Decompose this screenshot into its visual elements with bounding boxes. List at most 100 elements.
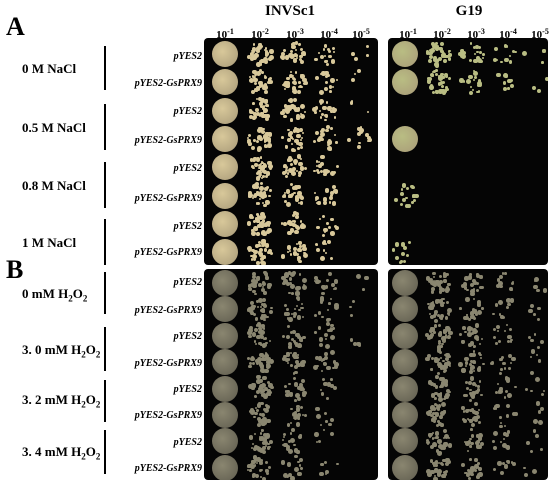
colony-speck	[316, 365, 319, 368]
colony-spot	[392, 125, 418, 152]
colony-speck	[324, 242, 328, 245]
colony-speck	[281, 443, 284, 446]
colony-speck	[294, 71, 298, 74]
colony-speck	[436, 345, 442, 350]
colony-speck	[258, 437, 262, 441]
colony-speck	[261, 130, 266, 135]
colony-speck	[473, 418, 476, 421]
colony-speck	[252, 43, 256, 46]
colony-speck	[507, 87, 510, 90]
colony-speck	[469, 457, 472, 461]
colony-speck	[480, 337, 484, 340]
colony-speck	[268, 79, 274, 85]
colony-speck	[535, 354, 538, 357]
colony-speck	[288, 345, 292, 349]
colony-speck	[440, 381, 446, 386]
colony-speck	[507, 393, 512, 398]
colony-speck	[394, 242, 400, 247]
colony-speck	[320, 169, 324, 173]
colony-speck	[269, 189, 273, 193]
colony-speck	[296, 363, 301, 368]
colony-speck	[249, 300, 255, 306]
colony-speck	[442, 436, 446, 439]
colony-speck	[286, 316, 289, 319]
colony-speck	[320, 137, 324, 141]
colony-speck	[259, 352, 264, 357]
colony-speck	[260, 212, 265, 217]
colony-speck	[317, 161, 321, 164]
colony-speck	[292, 81, 298, 86]
colony-speck	[267, 115, 270, 118]
colony-speck	[427, 353, 432, 358]
colony-speck	[440, 377, 446, 382]
colony-speck	[264, 387, 269, 392]
colony-speck	[433, 324, 438, 328]
colony-speck	[473, 281, 477, 285]
colony-speck	[474, 440, 479, 445]
colony-speck	[434, 402, 438, 406]
colony-speck	[292, 129, 297, 134]
colony-speck	[503, 367, 507, 370]
colony-speck	[499, 421, 503, 425]
colony-speck	[291, 220, 294, 223]
colony-speck	[302, 413, 305, 416]
colony-speck	[470, 364, 476, 370]
colony-speck	[266, 143, 272, 149]
colony-speck	[263, 248, 268, 253]
colony-speck	[473, 411, 477, 415]
colony-speck	[292, 97, 297, 102]
colony-speck	[439, 41, 445, 46]
colony-speck	[468, 380, 472, 385]
colony-speck	[326, 382, 332, 387]
colony-speck	[476, 55, 481, 60]
colony-speck	[252, 443, 255, 446]
colony-speck	[438, 423, 442, 427]
colony-speck	[442, 458, 447, 463]
colony-speck	[427, 278, 432, 284]
colony-speck	[449, 364, 452, 367]
colony-speck	[437, 419, 441, 423]
colony-speck	[296, 154, 302, 159]
colony-speck	[434, 89, 438, 93]
colony-speck	[499, 387, 503, 391]
colony-speck	[527, 335, 532, 339]
colony-speck	[468, 363, 472, 366]
colony-speck	[352, 341, 358, 347]
condition-label: 0.5 M NaCl	[22, 120, 86, 135]
colony-speck	[266, 380, 271, 385]
column-title-invsc1: INVSc1	[264, 3, 315, 19]
colony-speck	[262, 282, 267, 287]
colony-speck	[298, 43, 301, 46]
colony-speck	[435, 69, 438, 72]
colony-speck	[500, 357, 504, 362]
condition-label: 0 mM H2O2	[22, 286, 88, 304]
colony-speck	[283, 303, 287, 307]
colony-speck	[329, 418, 335, 423]
colony-speck	[258, 97, 263, 102]
colony-speck	[542, 288, 548, 293]
colony-speck	[300, 378, 306, 383]
colony-speck	[493, 336, 497, 340]
colony-speck	[256, 324, 259, 327]
colony-speck	[255, 342, 258, 345]
colony-speck	[316, 414, 321, 420]
colony-speck	[354, 72, 357, 75]
colony-speck	[261, 241, 264, 245]
colony-speck	[265, 434, 271, 439]
colony-speck	[402, 245, 407, 250]
colony-speck	[510, 281, 514, 285]
colony-speck	[261, 170, 265, 173]
colony-speck	[435, 435, 439, 440]
colony-speck	[288, 193, 293, 199]
colony-speck	[260, 401, 264, 406]
strain-label: pYES2	[173, 437, 202, 448]
colony-speck	[329, 77, 335, 83]
colony-speck	[433, 443, 437, 447]
colony-speck	[329, 350, 335, 356]
colony-speck	[301, 284, 307, 290]
colony-speck	[259, 388, 265, 394]
colony-speck	[430, 290, 435, 294]
colony-spot	[212, 125, 238, 152]
colony-speck	[265, 444, 268, 447]
colony-speck	[260, 224, 264, 228]
